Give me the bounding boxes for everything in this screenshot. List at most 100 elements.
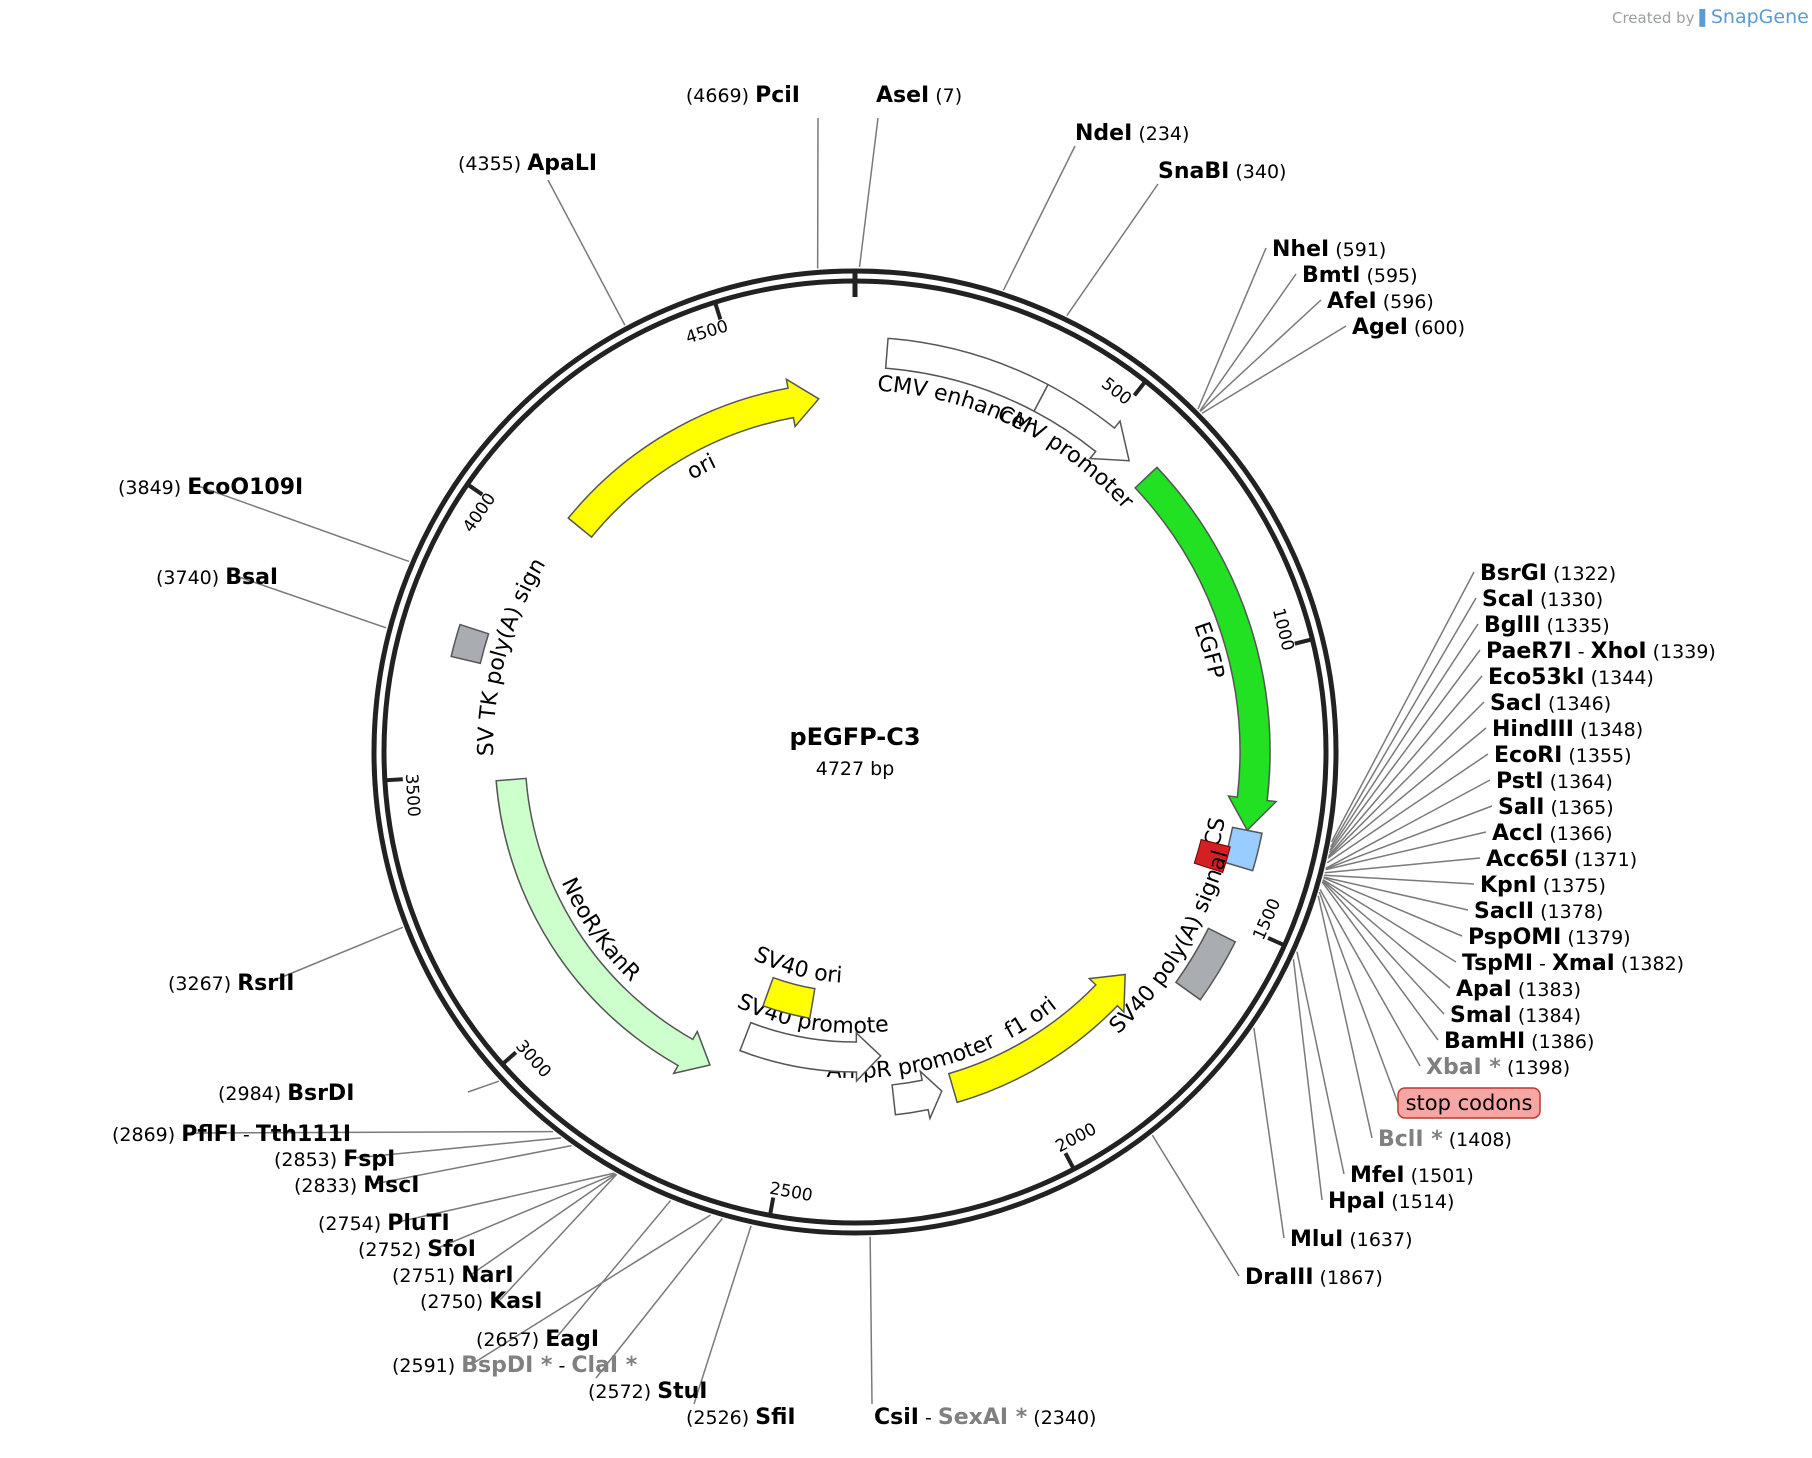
- site-label: EcoRI (1355): [1494, 743, 1632, 768]
- site-bcli[interactable]: BclI * (1408): [1378, 1127, 1512, 1152]
- tick-label: 1000: [1268, 606, 1298, 653]
- site-kasi[interactable]: (2750) KasI: [420, 1289, 542, 1314]
- site-label: AfeI (596): [1327, 289, 1434, 314]
- site-asei[interactable]: AseI (7): [876, 83, 962, 108]
- site-snabi[interactable]: SnaBI (340): [1158, 159, 1286, 184]
- site-bamhi[interactable]: BamHI (1386): [1444, 1029, 1594, 1054]
- site-label: AccI (1366): [1492, 821, 1613, 846]
- site-label: (2657) EagI: [476, 1327, 599, 1352]
- tick-label: 1500: [1249, 896, 1285, 944]
- site-scai[interactable]: ScaI (1330): [1482, 587, 1603, 612]
- site-stui[interactable]: (2572) StuI: [588, 1379, 707, 1404]
- site-xbai[interactable]: XbaI * (1398): [1426, 1055, 1570, 1080]
- site-bsai[interactable]: (3740) BsaI: [156, 565, 278, 590]
- site-label: (4669) PciI: [686, 83, 800, 108]
- site-bsrdi[interactable]: (2984) BsrDI: [218, 1081, 354, 1106]
- feature-shape: [1033, 383, 1131, 462]
- feature-hsv-tk-poly-a-signal[interactable]: HSV TK poly(A) signal: [0, 0, 551, 756]
- feature-shape: [567, 377, 820, 539]
- snapgene-logo-icon: ▌: [1699, 9, 1711, 27]
- site-label: (4355) ApaLI: [458, 151, 597, 176]
- site-ecoo109i[interactable]: (3849) EcoO109I: [118, 475, 303, 500]
- site-sfoi[interactable]: (2752) SfoI: [358, 1237, 476, 1262]
- site-paer7i[interactable]: PaeR7I - XhoI (1339): [1486, 639, 1716, 664]
- site-agei[interactable]: AgeI (600): [1352, 315, 1465, 340]
- site-sacii[interactable]: SacII (1378): [1474, 899, 1603, 924]
- site-label: (2750) KasI: [420, 1289, 542, 1314]
- site-hindiii[interactable]: HindIII (1348): [1492, 717, 1643, 742]
- site-leader: [1325, 779, 1491, 870]
- site-label: (2591) BspDI * - ClaI *: [392, 1353, 638, 1378]
- site-pluti[interactable]: (2754) PluTI: [318, 1211, 450, 1236]
- tick-mark: [713, 301, 723, 321]
- site-label: XbaI * (1398): [1426, 1055, 1570, 1080]
- tick-mark: [466, 482, 484, 497]
- feature-sv40-promoter[interactable]: SV40 promoter: [0, 0, 894, 1083]
- site-apai[interactable]: ApaI (1383): [1456, 977, 1581, 1002]
- feature-f1-ori[interactable]: f1 ori: [946, 959, 1126, 1104]
- site-tspmi[interactable]: TspMI - XmaI (1382): [1462, 951, 1684, 976]
- site-leader: [1066, 183, 1159, 317]
- site-label: (2572) StuI: [588, 1379, 707, 1404]
- site-sali[interactable]: SalI (1365): [1498, 795, 1614, 820]
- site-label: HpaI (1514): [1328, 1189, 1454, 1214]
- feature-egfp[interactable]: EGFP: [1118, 466, 1278, 832]
- site-label: CsiI - SexAI * (2340): [874, 1405, 1096, 1430]
- site-label: (2833) MscI: [294, 1173, 419, 1198]
- site-acc65i[interactable]: Acc65I (1371): [1486, 847, 1637, 872]
- site-leader: [1322, 879, 1451, 989]
- site-label: PaeR7I - XhoI (1339): [1486, 639, 1716, 664]
- feature-label: SV40 ori: [750, 942, 843, 989]
- site-bspdi[interactable]: (2591) BspDI * - ClaI *: [392, 1353, 638, 1378]
- feature-shape: [762, 976, 816, 1020]
- site-leader: [1002, 145, 1076, 291]
- site-nhei[interactable]: NheI (591): [1272, 237, 1386, 262]
- site-pcii[interactable]: (4669) PciI: [686, 83, 800, 108]
- site-smai[interactable]: SmaI (1384): [1450, 1003, 1581, 1028]
- site-leader: [595, 1218, 723, 1379]
- site-leader: [869, 1236, 873, 1405]
- stop-codons-label[interactable]: stop codons: [1397, 1087, 1541, 1119]
- site-ecori[interactable]: EcoRI (1355): [1494, 743, 1632, 768]
- site-draiii[interactable]: DraIII (1867): [1245, 1265, 1383, 1290]
- site-nari[interactable]: (2751) NarI: [392, 1263, 514, 1288]
- feature-neor-kanr[interactable]: NeoR/KanR: [495, 777, 720, 1075]
- site-bmti[interactable]: BmtI (595): [1302, 263, 1418, 288]
- site-label: NdeI (234): [1075, 121, 1189, 146]
- site-ndei[interactable]: NdeI (234): [1075, 121, 1189, 146]
- feature-ori[interactable]: ori: [567, 377, 822, 551]
- site-leader: [197, 485, 410, 563]
- site-pspomi[interactable]: PspOMI (1379): [1468, 925, 1631, 950]
- site-fspi[interactable]: (2853) FspI: [274, 1147, 395, 1172]
- site-mlui[interactable]: MluI (1637): [1290, 1227, 1413, 1252]
- tick-label: 4000: [459, 489, 500, 536]
- site-label: (3740) BsaI: [156, 565, 278, 590]
- stop-codons-text: stop codons: [1406, 1091, 1533, 1115]
- site-msci[interactable]: (2833) MscI: [294, 1173, 419, 1198]
- tick-mark: [1294, 637, 1313, 646]
- site-mfei[interactable]: MfeI (1501): [1350, 1163, 1474, 1188]
- site-leader: [1201, 325, 1347, 414]
- site-eco53ki[interactable]: Eco53kI (1344): [1488, 665, 1654, 690]
- site-pflfi[interactable]: (2869) PflFI - Tth111I: [112, 1122, 351, 1147]
- site-apali[interactable]: (4355) ApaLI: [458, 151, 597, 176]
- site-label: DraIII (1867): [1245, 1265, 1383, 1290]
- site-leader: [437, 1173, 616, 1249]
- site-label: SacI (1346): [1490, 691, 1611, 716]
- site-afei[interactable]: AfeI (596): [1327, 289, 1434, 314]
- site-csii[interactable]: CsiI - SexAI * (2340): [874, 1405, 1096, 1430]
- plasmid-center-label: pEGFP-C3 4727 bp: [789, 723, 920, 780]
- tick-mark: [768, 1197, 776, 1216]
- feature-stop-codons[interactable]: [1193, 838, 1231, 874]
- site-bglii[interactable]: BglII (1335): [1484, 613, 1610, 638]
- site-kpni[interactable]: KpnI (1375): [1480, 873, 1606, 898]
- site-leader: [1319, 889, 1421, 1067]
- site-acci[interactable]: AccI (1366): [1492, 821, 1613, 846]
- site-bsrgi[interactable]: BsrGI (1322): [1480, 561, 1616, 586]
- site-rsrii[interactable]: (3267) RsrII: [168, 971, 294, 996]
- site-sfii[interactable]: (2526) SfiI: [686, 1405, 796, 1430]
- site-psti[interactable]: PstI (1364): [1496, 769, 1613, 794]
- site-hpai[interactable]: HpaI (1514): [1328, 1189, 1454, 1214]
- site-saci[interactable]: SacI (1346): [1490, 691, 1611, 716]
- site-eagi[interactable]: (2657) EagI: [476, 1327, 599, 1352]
